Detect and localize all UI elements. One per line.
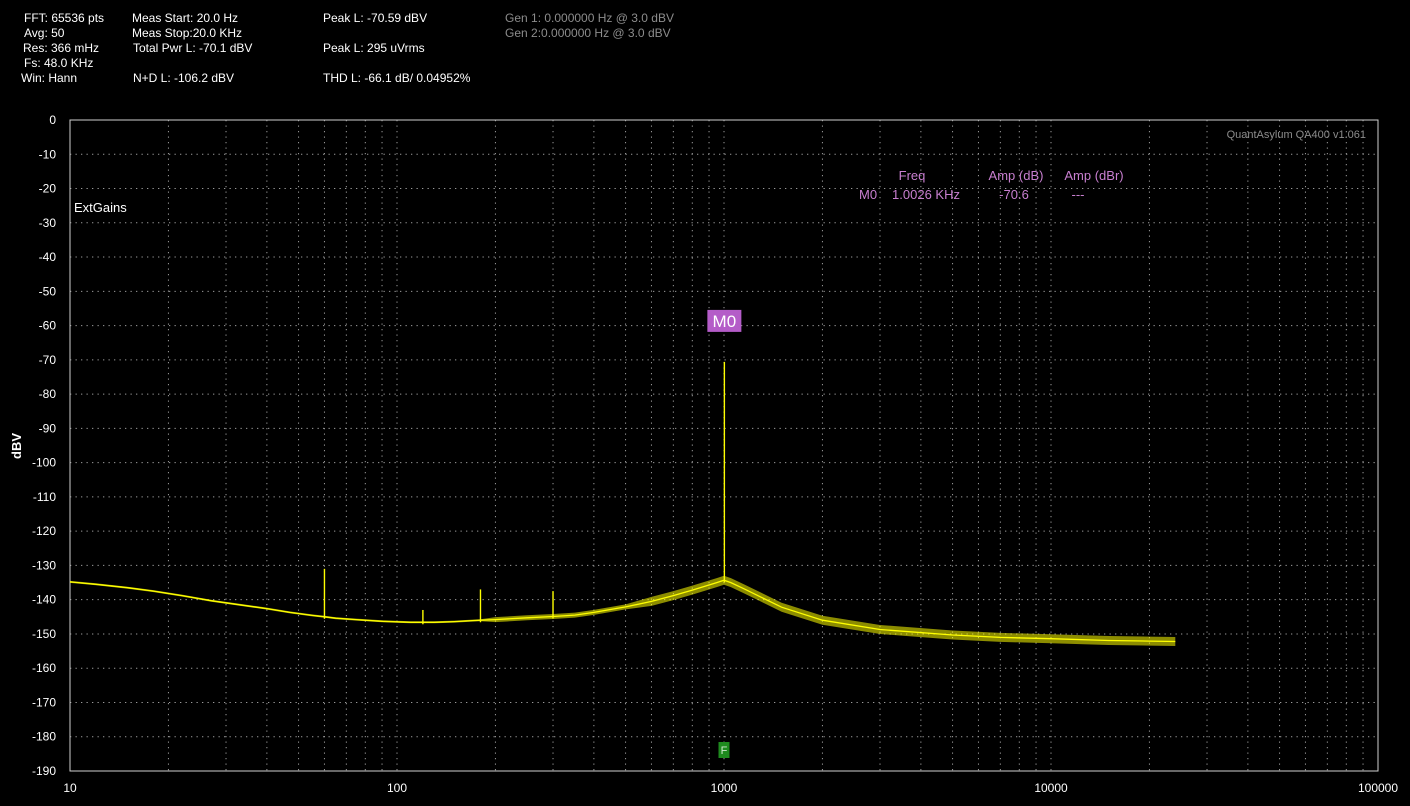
trace-line [69,579,1176,643]
x-tick-label: 10 [63,781,77,795]
y-tick-label: -20 [39,182,57,196]
generator-readouts: Gen 1: 0.000000 Hz @ 3.0 dBV Gen 2:0.000… [505,11,674,41]
y-tick-label: -140 [32,593,56,607]
y-tick-label: -80 [39,387,57,401]
y-tick-label: -130 [32,558,56,572]
total-power-readout: Total Pwr L: -70.1 dBV [133,41,253,55]
y-tick-label: -190 [32,764,56,778]
noise-distortion-readout: N+D L: -106.2 dBV [133,71,235,85]
x-tick-label: 10000 [1034,781,1068,795]
y-tick-label: -90 [39,421,57,435]
peak-dbv-readout: Peak L: -70.59 dBV [323,11,428,25]
grid-lines [70,120,1378,771]
x-tick-label: 100 [387,781,407,795]
x-tick-labels: 10 100 1000 10000 100000 [63,781,1398,795]
noise-band [70,575,1176,646]
sample-rate-readout: Fs: 48.0 KHz [24,56,94,70]
marker-table-row-amp: -70.6 [999,187,1029,202]
marker-table-amp-header: Amp (dB) [989,168,1044,183]
x-tick-label: 100000 [1358,781,1398,795]
thd-readout: THD L: -66.1 dB/ 0.04952% [323,71,471,85]
gen1-readout: Gen 1: 0.000000 Hz @ 3.0 dBV [505,11,674,25]
x-tick-label: 1000 [711,781,738,795]
header-col1: FFT: 65536 pts Avg: 50 Res: 366 mHz Fs: … [21,11,105,86]
y-tick-labels: 0 -10 -20 -30 -40 -50 -60 -70 -80 -90 -100 -110 -120… [32,113,56,778]
y-tick-label: -40 [39,250,57,264]
y-tick-label: -60 [39,319,57,333]
y-tick-label: -10 [39,147,57,161]
y-tick-label: -30 [39,216,57,230]
y-tick-label: 0 [49,113,56,127]
resolution-readout: Res: 366 mHz [23,41,100,55]
y-tick-label: -110 [33,490,56,504]
marker-table-row-freq: 1.0026 KHz [892,187,960,202]
y-tick-label: -120 [32,524,56,538]
y-tick-label: -50 [39,284,57,298]
y-tick-label: -150 [32,627,56,641]
marker-table-ampr-header: Amp (dBr) [1064,168,1123,183]
marker-m0-label: M0 [713,312,737,331]
meas-start-readout: Meas Start: 20.0 Hz [132,11,239,25]
spectrum-trace [69,361,1176,646]
fundamental-flag-box[interactable] [718,742,730,758]
peak-vrms-readout: Peak L: 295 uVrms [323,41,425,55]
fft-points-readout: FFT: 65536 pts [24,11,105,25]
marker-table-row-name: M0 [859,187,877,202]
watermark-label: QuantAsylum QA400 v1.061 [1227,129,1366,141]
y-axis-label: dBV [9,433,24,459]
marker-table: Freq Amp (dB) Amp (dBr) M0 1.0026 KHz -7… [859,168,1124,202]
y-tick-label: -170 [32,695,56,709]
marker-m0-box[interactable] [707,309,742,332]
fundamental-flag-label: F [721,745,728,757]
averages-readout: Avg: 50 [24,26,65,40]
fundamental-flag[interactable]: F [718,742,730,758]
marker-table-row-ampr: --- [1072,187,1085,202]
y-tick-label: -180 [32,730,56,744]
y-tick-label: -160 [32,661,56,675]
marker-table-freq-header: Freq [899,168,926,183]
plot-frame [69,119,1379,772]
header-col3: Peak L: -70.59 dBV Peak L: 295 uVrms THD… [323,11,470,86]
marker-m0[interactable]: M0 [707,309,742,332]
y-tick-label: -70 [39,353,57,367]
window-readout: Win: Hann [21,71,78,85]
header-col2: Meas Start: 20.0 Hz Meas Stop:20.0 KHz T… [132,11,252,86]
gen2-readout: Gen 2:0.000000 Hz @ 3.0 dBV [505,26,671,40]
ext-gains-label: ExtGains [74,200,127,215]
y-tick-label: -100 [32,456,56,470]
meas-stop-readout: Meas Stop:20.0 KHz [132,26,243,40]
